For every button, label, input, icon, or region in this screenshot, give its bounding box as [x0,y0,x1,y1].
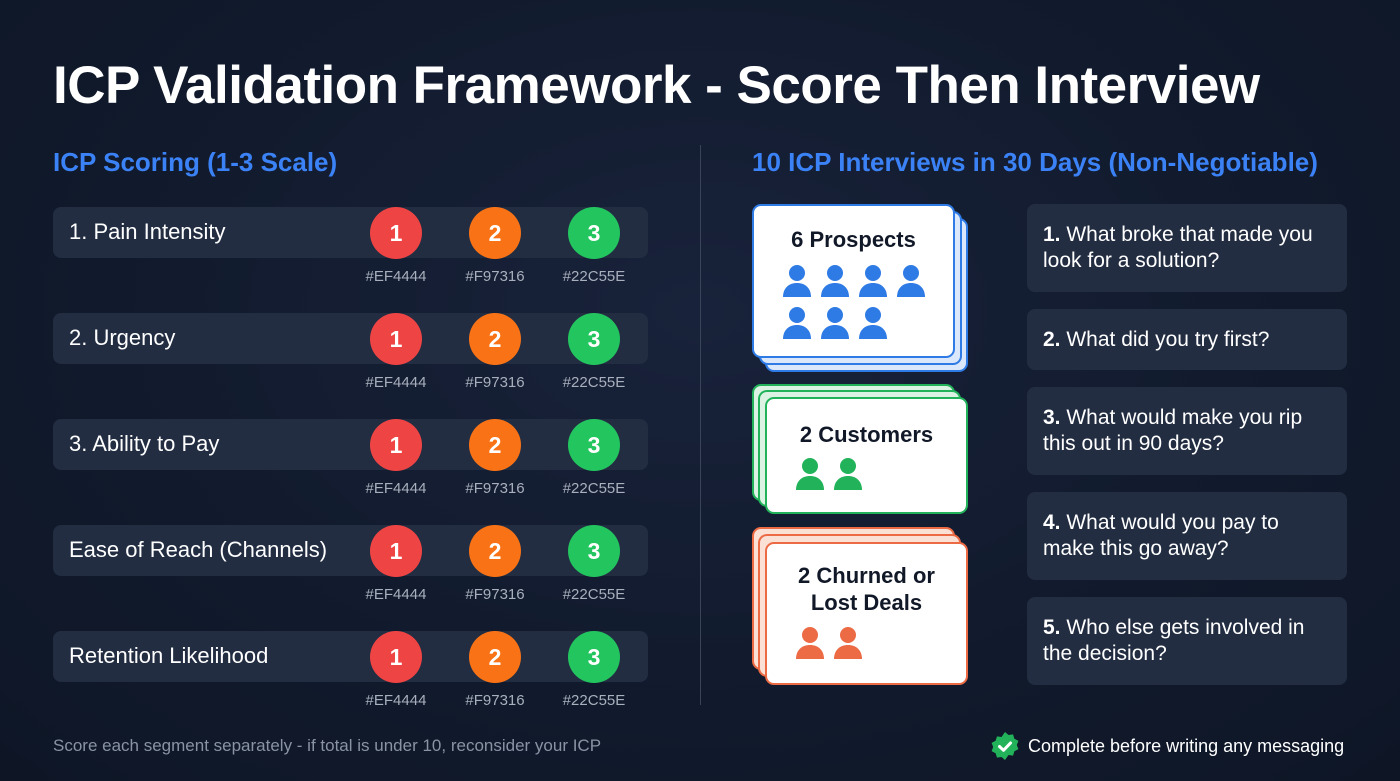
people-icons [782,264,942,340]
color-code-label: #F97316 [465,692,525,709]
person-icon [796,627,824,659]
color-code-label: #F97316 [465,374,525,391]
question-text: 4. What would you pay to make this go aw… [1043,510,1331,562]
color-code-label: #22C55E [562,480,626,497]
score-2-button[interactable]: 2 [469,419,521,471]
score-1-button[interactable]: 1 [370,525,422,577]
question-number: 1. [1043,223,1061,246]
scoring-row: 2. Urgency 1 #EF4444 2 #F97316 3 #22C55E [53,313,648,391]
color-code-label: #EF4444 [365,586,427,603]
question-text: 5. Who else gets involved in the decisio… [1043,615,1331,667]
question-number: 2. [1043,327,1061,351]
interview-footer: Complete before writing any messaging [990,731,1344,761]
group-label: 2 Customers [799,422,934,447]
color-code-label: #22C55E [562,692,626,709]
interview-group-card: 6 Prospects [752,204,955,358]
question-body: What would make you rip this out in 90 d… [1043,406,1303,455]
criterion-label: 3. Ability to Pay [69,431,220,456]
person-icon [897,265,925,297]
person-icon [821,307,849,339]
question-item: 2. What did you try first? [1027,309,1347,370]
color-code-label: #22C55E [562,586,626,603]
question-body: What would you pay to make this go away? [1043,511,1279,560]
interview-group-card: 2 Customers [765,397,968,514]
check-badge-icon [991,732,1019,760]
person-icon [859,265,887,297]
scoring-heading: ICP Scoring (1-3 Scale) [53,147,338,177]
person-icon [783,265,811,297]
question-text: 2. What did you try first? [1043,327,1269,353]
color-code-label: #22C55E [562,268,626,285]
question-text: 3. What would make you rip this out in 9… [1043,405,1331,457]
score-1-button[interactable]: 1 [370,419,422,471]
criterion-label: Retention Likelihood [69,643,269,668]
interview-footer-text: Complete before writing any messaging [1028,735,1345,756]
question-item: 1. What broke that made you look for a s… [1027,204,1347,292]
scoring-footer-note: Score each segment separately - if total… [53,736,602,755]
person-icon [834,458,862,490]
person-icon [796,458,824,490]
score-2-button[interactable]: 2 [469,525,521,577]
color-code-label: #EF4444 [365,480,427,497]
question-item: 4. What would you pay to make this go aw… [1027,492,1347,580]
score-3-button[interactable]: 3 [568,631,620,683]
score-1-button[interactable]: 1 [370,313,422,365]
question-item: 3. What would make you rip this out in 9… [1027,387,1347,475]
question-body: Who else gets involved in the decision? [1043,616,1305,665]
score-3-button[interactable]: 3 [568,525,620,577]
question-number: 5. [1043,616,1061,639]
color-code-label: #EF4444 [365,268,427,285]
color-code-label: #F97316 [465,480,525,497]
question-number: 3. [1043,406,1061,429]
interviews-heading: 10 ICP Interviews in 30 Days (Non-Negoti… [752,147,1318,177]
color-code-label: #EF4444 [365,374,427,391]
scoring-row: Retention Likelihood 1 #EF4444 2 #F97316 3 … [53,631,648,709]
divider [700,145,701,705]
score-2-button[interactable]: 2 [469,631,521,683]
score-1-button[interactable]: 1 [370,631,422,683]
score-3-button[interactable]: 3 [568,207,620,259]
color-code-label: #EF4444 [365,692,427,709]
person-icon [859,307,887,339]
people-icons [795,626,955,660]
scoring-row: 3. Ability to Pay 1 #EF4444 2 #F97316 3 #22… [53,419,648,497]
interview-group-card: 2 Churned or Lost Deals [765,542,968,685]
question-body: What did you try first? [1066,327,1270,351]
group-label: 6 Prospects [791,227,916,252]
question-body: What broke that made you look for a solu… [1043,223,1313,272]
person-icon [834,627,862,659]
color-code-label: #F97316 [465,268,525,285]
score-2-button[interactable]: 2 [469,207,521,259]
people-icons [795,457,955,491]
question-number: 4. [1043,511,1061,534]
question-text: 1. What broke that made you look for a s… [1043,222,1331,274]
person-icon [783,307,811,339]
criterion-label: 1. Pain Intensity [69,219,226,244]
color-code-label: #F97316 [465,586,525,603]
criterion-label: Ease of Reach (Channels) [69,537,328,562]
score-3-button[interactable]: 3 [568,313,620,365]
question-item: 5. Who else gets involved in the decisio… [1027,597,1347,685]
scoring-row: Ease of Reach (Channels) 1 #EF4444 2 #F973… [53,525,648,603]
scoring-row: 1. Pain Intensity 1 #EF4444 2 #F97316 3 #22… [53,207,648,285]
criterion-label: 2. Urgency [69,325,176,350]
score-2-button[interactable]: 2 [469,313,521,365]
score-3-button[interactable]: 3 [568,419,620,471]
score-1-button[interactable]: 1 [370,207,422,259]
color-code-label: #22C55E [562,374,626,391]
person-icon [821,265,849,297]
group-label: 2 Churned or Lost Deals [798,563,935,615]
page-title: ICP Validation Framework - Score Then In… [53,56,1260,115]
